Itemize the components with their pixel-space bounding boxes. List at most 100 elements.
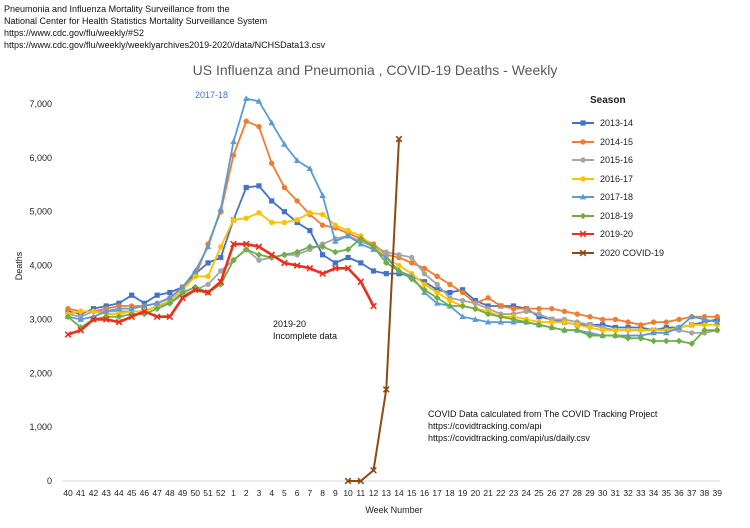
x-tick-label: 51 bbox=[203, 488, 213, 498]
legend-swatch bbox=[572, 176, 594, 182]
data-point-2016-17 bbox=[205, 273, 211, 280]
data-point-2016-17 bbox=[549, 319, 555, 325]
x-tick-label: 18 bbox=[445, 488, 455, 498]
data-point-2013-14 bbox=[218, 254, 224, 261]
data-point-2015-16 bbox=[205, 281, 211, 288]
data-point-2019-20 bbox=[217, 278, 225, 286]
data-point-2018-19 bbox=[433, 294, 441, 302]
x-tick-label: 38 bbox=[700, 488, 710, 498]
data-point-2017-18 bbox=[217, 205, 224, 212]
data-point-2018-19 bbox=[675, 337, 683, 345]
data-point-2017-18 bbox=[102, 307, 110, 314]
data-point-2013-14 bbox=[154, 292, 160, 298]
y-tick-label: 5,000 bbox=[29, 207, 52, 217]
y-axis-label: Deaths bbox=[14, 251, 24, 280]
chart-title: US Influenza and Pneumonia , COVID-19 De… bbox=[193, 62, 558, 78]
data-point-2018-19 bbox=[306, 243, 314, 251]
data-point-2018-19 bbox=[612, 332, 619, 339]
data-point-2014-15 bbox=[549, 305, 555, 312]
data-point-2014-15 bbox=[599, 316, 606, 323]
data-point-2015-16 bbox=[396, 252, 402, 258]
data-point-2017-18 bbox=[179, 283, 186, 290]
legend-item-2020-covid-19: 2020 COVID-19 bbox=[572, 244, 664, 263]
data-point-2018-19 bbox=[370, 243, 377, 251]
data-point-2018-19 bbox=[650, 337, 657, 345]
x-tick-label: 29 bbox=[585, 488, 595, 498]
data-point-2017-18 bbox=[128, 305, 135, 312]
data-point-2018-19 bbox=[357, 235, 365, 242]
data-point-2018-19 bbox=[484, 310, 492, 318]
data-point-2017-18 bbox=[433, 299, 441, 306]
data-point-2014-15 bbox=[638, 322, 644, 328]
data-point-2014-15 bbox=[459, 289, 466, 296]
x-tick-label: 22 bbox=[496, 488, 506, 498]
data-point-2016-17 bbox=[281, 219, 288, 226]
x-tick-label: 49 bbox=[178, 488, 188, 498]
data-point-2013-14 bbox=[383, 271, 389, 277]
x-tick-label: 6 bbox=[295, 488, 300, 498]
data-point-2017-18 bbox=[153, 299, 161, 306]
data-point-2018-19 bbox=[192, 283, 199, 291]
data-point-2014-15 bbox=[676, 316, 682, 323]
data-point-2014-15 bbox=[587, 314, 593, 320]
data-point-2017-18 bbox=[484, 318, 492, 325]
x-tick-label: 7 bbox=[308, 488, 313, 498]
x-tick-label: 16 bbox=[420, 488, 430, 498]
covid-note-line: COVID Data calculated from The COVID Tra… bbox=[428, 409, 658, 419]
data-point-2018-19 bbox=[382, 259, 390, 267]
data-point-2017-18 bbox=[459, 313, 466, 320]
data-point-2014-15 bbox=[421, 265, 428, 271]
data-point-2015-16 bbox=[256, 257, 262, 263]
data-point-2018-19 bbox=[166, 299, 174, 307]
data-point-2020-covid-19 bbox=[344, 477, 352, 485]
data-point-2013-14 bbox=[243, 184, 249, 191]
data-point-2016-17 bbox=[434, 289, 440, 296]
data-point-2018-19 bbox=[255, 251, 263, 259]
data-point-2017-18 bbox=[344, 232, 352, 239]
x-tick-label: 21 bbox=[483, 488, 493, 498]
data-point-2017-18 bbox=[701, 316, 708, 322]
data-point-2019-20 bbox=[281, 259, 288, 267]
x-tick-label: 35 bbox=[662, 488, 672, 498]
data-point-2016-17 bbox=[243, 215, 249, 221]
data-point-2016-17 bbox=[332, 222, 339, 228]
data-point-2018-19 bbox=[395, 267, 403, 275]
data-point-2013-14 bbox=[129, 292, 135, 298]
incomplete-data-note: 2019-20 Incomplete data bbox=[273, 318, 337, 342]
data-point-2017-18 bbox=[663, 329, 670, 336]
legend-swatch bbox=[572, 193, 594, 200]
data-point-2019-20 bbox=[306, 264, 314, 272]
data-point-2013-14 bbox=[332, 260, 338, 266]
x-tick-label: 50 bbox=[191, 488, 201, 498]
data-point-2018-19 bbox=[688, 340, 696, 347]
x-tick-label: 25 bbox=[534, 488, 544, 498]
x-tick-label: 20 bbox=[471, 488, 481, 498]
legend-item-2018-19: 2018-19 bbox=[572, 207, 664, 226]
data-point-2018-19 bbox=[663, 337, 670, 345]
y-tick-label: 4,000 bbox=[29, 261, 52, 271]
data-point-2013-14 bbox=[345, 254, 351, 261]
legend-swatch bbox=[572, 157, 594, 163]
data-point-2019-20 bbox=[179, 294, 186, 302]
data-point-2017-18 bbox=[332, 237, 339, 244]
x-tick-label: 39 bbox=[712, 488, 722, 498]
data-point-2016-17 bbox=[218, 244, 224, 250]
x-tick-label: 19 bbox=[458, 488, 468, 498]
x-tick-label: 31 bbox=[611, 488, 621, 498]
x-tick-label: 42 bbox=[89, 488, 99, 498]
y-tick-label: 0 bbox=[47, 476, 52, 486]
data-point-2014-15 bbox=[447, 281, 453, 288]
data-point-2019-20 bbox=[77, 326, 85, 334]
x-tick-label: 37 bbox=[687, 488, 697, 498]
data-point-2018-19 bbox=[599, 332, 606, 339]
data-point-2016-17 bbox=[319, 211, 326, 218]
data-point-2013-14 bbox=[269, 198, 275, 204]
data-point-2017-18 bbox=[204, 243, 212, 250]
data-point-2018-19 bbox=[115, 313, 123, 321]
x-tick-label: 14 bbox=[394, 488, 404, 498]
covid-note-line: https://covidtracking.com/api/us/daily.c… bbox=[428, 433, 590, 443]
data-point-2017-18 bbox=[166, 294, 174, 301]
data-point-2017-18 bbox=[192, 267, 199, 274]
data-point-2016-17 bbox=[294, 217, 300, 223]
source-note-line: Pneumonia and Influenza Mortality Survei… bbox=[4, 4, 230, 14]
